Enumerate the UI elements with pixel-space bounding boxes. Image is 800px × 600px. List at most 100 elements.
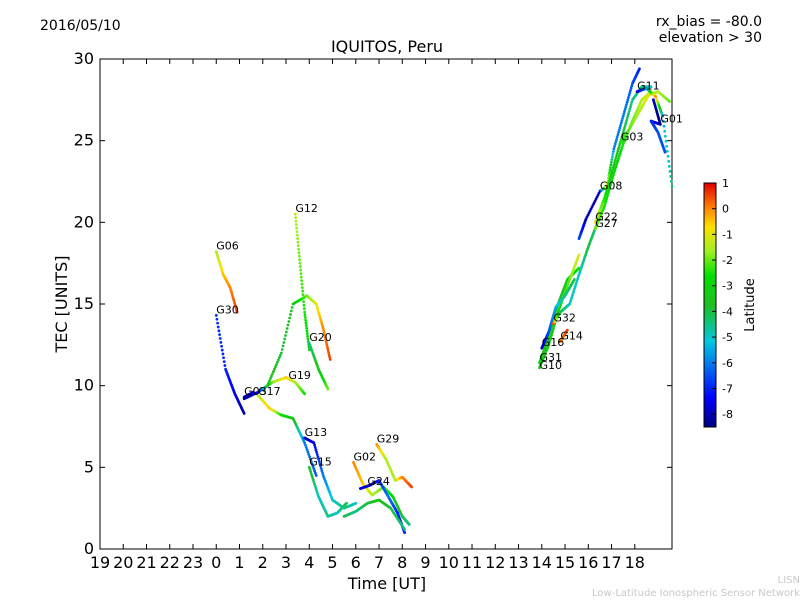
satellite-track (256, 394, 318, 477)
tec-point (669, 174, 673, 178)
tec-point (321, 471, 324, 475)
satellite-label: G22 (595, 210, 618, 223)
tec-point (605, 195, 609, 199)
tec-point (619, 121, 623, 125)
tec-point (300, 286, 304, 290)
tec-point (623, 107, 627, 111)
satellite-label: G20 (309, 331, 332, 344)
colorbar-tick-label: -3 (722, 280, 733, 293)
tec-point (613, 145, 616, 148)
tec-point (325, 344, 329, 348)
tec-point (619, 124, 622, 127)
tec-point (603, 204, 606, 208)
tec-point (267, 381, 270, 385)
tec-point (573, 285, 577, 289)
tec-point (667, 164, 671, 168)
tec-point (570, 296, 574, 300)
satellite-track (214, 314, 246, 415)
tec-point (317, 460, 321, 463)
tec-point (305, 329, 309, 333)
tec-point (218, 333, 221, 337)
tec-point (315, 453, 319, 456)
x-tick-label: 11 (462, 553, 482, 572)
tec-point (552, 324, 556, 328)
tec-point (611, 168, 614, 172)
tec-point (608, 185, 612, 189)
satellite-label: G01 (660, 112, 683, 125)
tec-point (299, 272, 303, 276)
tec-point (284, 334, 287, 337)
satellite-label: G16 (542, 336, 565, 349)
tec-point (302, 300, 306, 304)
tec-point (277, 356, 281, 360)
tec-point (295, 226, 299, 230)
tec-point (313, 443, 316, 447)
rx-bias-label: rx_bias = -80.0 (655, 14, 762, 30)
tec-point (282, 341, 286, 344)
x-tick-label: 13 (508, 553, 528, 572)
tec-point (615, 154, 618, 158)
colorbar-tick-label: 1 (722, 177, 729, 190)
tec-point (266, 384, 269, 388)
tec-point (303, 313, 307, 317)
tec-point (296, 240, 300, 244)
tec-point (667, 159, 671, 163)
x-tick-label: 14 (532, 553, 552, 572)
satellite-label: G11 (637, 80, 660, 93)
footer: LISN Low-Latitude Ionospheric Sensor Net… (592, 574, 800, 600)
tec-point (295, 233, 299, 237)
tec-point (568, 300, 572, 304)
tec-point (621, 144, 624, 148)
tec-point (609, 181, 613, 185)
tec-point (608, 166, 612, 170)
tec-point (566, 282, 570, 286)
tec-point (613, 159, 617, 162)
x-tick-label: 7 (374, 553, 384, 572)
tec-point (297, 251, 301, 255)
colorbar-tick-label: -8 (722, 408, 733, 421)
tec-point (303, 310, 307, 314)
tec-point (620, 146, 624, 150)
y-tick-label: 0 (84, 539, 94, 558)
tec-point (304, 324, 308, 327)
tec-point (621, 117, 624, 120)
tec-point (664, 139, 668, 143)
tec-point (309, 472, 313, 476)
tec-point (616, 149, 620, 153)
footer-org-abbr: LISN (777, 575, 800, 586)
tec-point (629, 86, 633, 90)
satellite-track (307, 465, 348, 518)
tec-point (622, 112, 626, 116)
tec-point (605, 197, 608, 201)
tec-point (302, 303, 306, 307)
tec-point (314, 448, 318, 452)
tec-point (328, 355, 332, 359)
tec-point (315, 489, 318, 492)
tec-point (616, 133, 620, 137)
tec-point (215, 317, 219, 321)
satellite-track (352, 461, 411, 526)
x-axis: 19 20 21 22 23 0 1 2 3 4 5 6 7 8 9 10 11 12 13 14 15 16 17 18 (90, 59, 645, 572)
tec-point (313, 446, 317, 449)
tec-point (625, 103, 628, 106)
satellite-track (214, 250, 239, 314)
satellite-track (375, 443, 413, 489)
tec-point (614, 165, 618, 169)
x-tick-label: 10 (439, 553, 459, 572)
satellite-track (293, 212, 311, 352)
tec-point (613, 161, 616, 165)
x-tick-label: 3 (281, 553, 291, 572)
tec-point (610, 178, 614, 182)
tec-point (616, 159, 620, 163)
tec-point (269, 377, 272, 381)
tec-point (575, 279, 579, 283)
tec-point (668, 169, 672, 173)
tec-point (565, 285, 569, 288)
satellite-label: G14 (560, 330, 583, 343)
y-tick-label: 30 (74, 49, 94, 68)
tec-point (286, 323, 290, 327)
tec-point (301, 293, 305, 297)
tec-point (298, 261, 302, 265)
colorbar-ticks: 1 0 -1 -2 -3 -4 -5 -6 -7 -8 (712, 177, 733, 421)
